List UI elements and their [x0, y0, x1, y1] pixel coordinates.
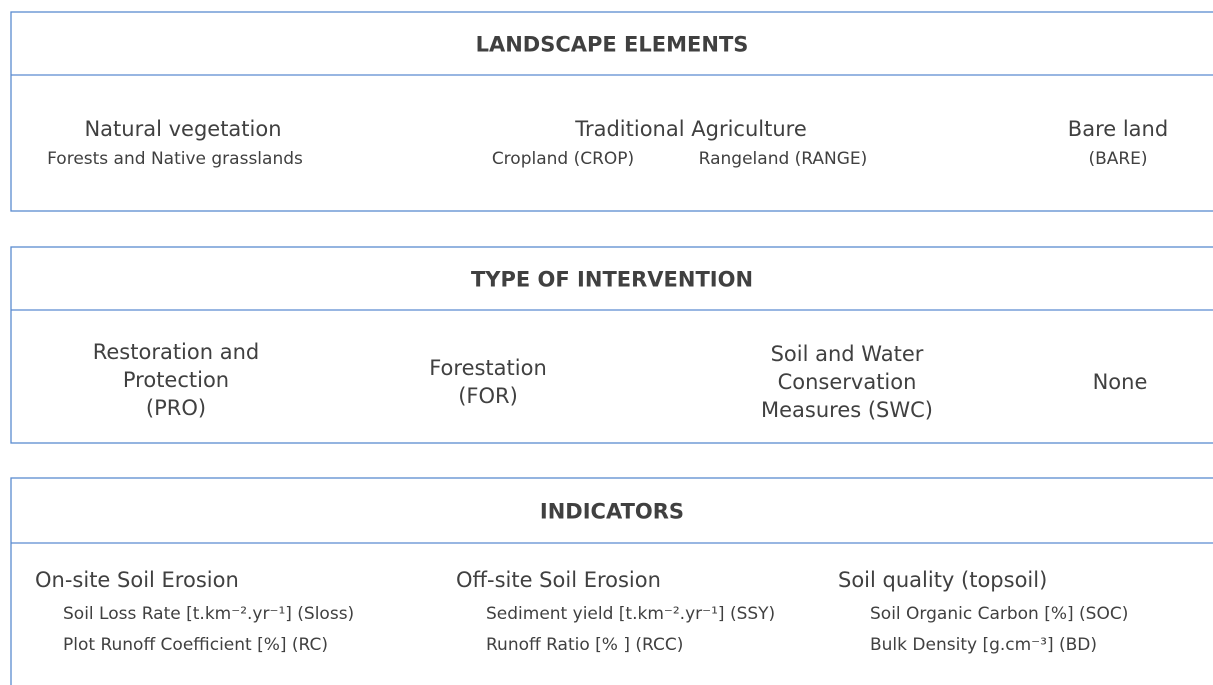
group-label: None [1093, 370, 1148, 394]
group-item: (BARE) [1088, 149, 1147, 169]
group-item: Sediment yield [t.km⁻².yr⁻¹] (SSY) [486, 604, 775, 624]
group-label: Natural vegetation [84, 117, 281, 141]
group-item: Rangeland (RANGE) [699, 149, 868, 169]
group-item: Forests and Native grasslands [47, 149, 303, 169]
group-item: Plot Runoff Coefficient [%] (RC) [63, 635, 328, 655]
group-item: Cropland (CROP) [492, 149, 634, 169]
group-label: (FOR) [458, 384, 518, 408]
group-label: Soil quality (topsoil) [838, 568, 1047, 592]
group-label: Off-site Soil Erosion [456, 568, 661, 592]
group-label: Restoration and [93, 340, 260, 364]
group-label: Bare land [1068, 117, 1168, 141]
group-label: On-site Soil Erosion [35, 568, 239, 592]
section-box [10, 246, 1213, 444]
group-label: Forestation [429, 356, 547, 380]
group-label: Soil and Water [771, 342, 924, 366]
section-title: TYPE OF INTERVENTION [471, 268, 753, 292]
group-label: Measures (SWC) [761, 398, 933, 422]
group-label: Traditional Agriculture [574, 117, 807, 141]
section-box [10, 11, 1213, 212]
group-label: Conservation [778, 370, 917, 394]
section-box [10, 477, 1213, 685]
group-item: Soil Organic Carbon [%] (SOC) [870, 604, 1128, 624]
group-item: Runoff Ratio [% ] (RCC) [486, 635, 683, 655]
group-item: Soil Loss Rate [t.km⁻².yr⁻¹] (Sloss) [63, 604, 354, 624]
section-title: INDICATORS [540, 500, 684, 524]
section-title: LANDSCAPE ELEMENTS [476, 33, 749, 57]
group-label: (PRO) [146, 396, 206, 420]
group-label: Protection [123, 368, 229, 392]
group-item: Bulk Density [g.cm⁻³] (BD) [870, 635, 1097, 655]
